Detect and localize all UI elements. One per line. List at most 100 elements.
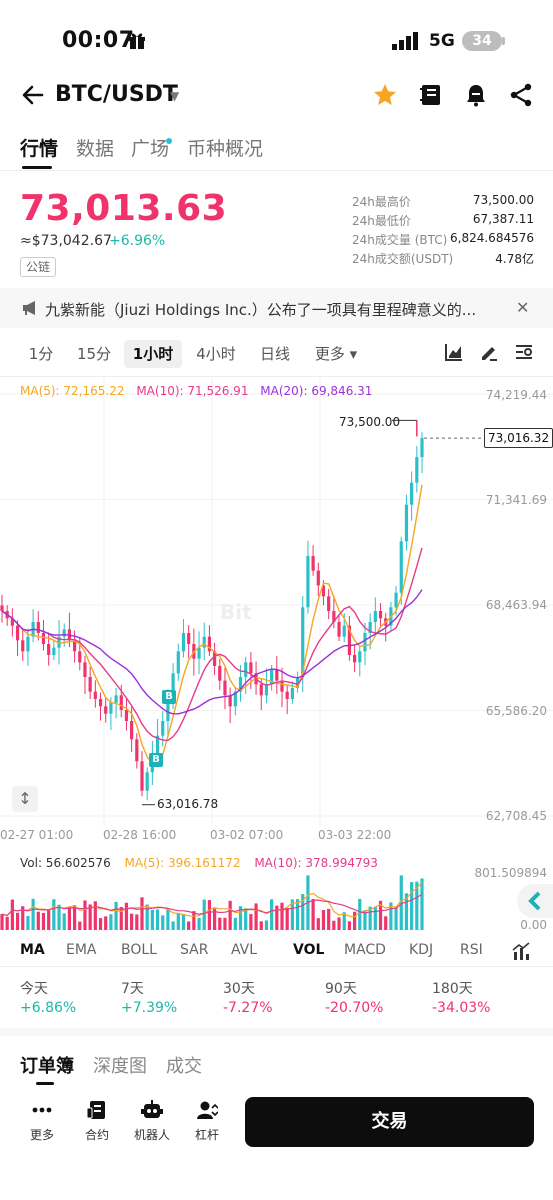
bot-button[interactable]: 机器人 xyxy=(132,1100,172,1143)
margin-button[interactable]: 杠杆 xyxy=(187,1100,227,1143)
volume-bar-down xyxy=(378,900,383,930)
chain-badge[interactable]: 公链 xyxy=(20,257,57,277)
candle-body-down xyxy=(275,669,279,681)
notification-dot xyxy=(166,138,172,144)
candle-body-down xyxy=(0,605,4,612)
candle-body-down xyxy=(104,706,108,714)
indicator-ema[interactable]: EMA xyxy=(66,942,97,958)
star-icon[interactable] xyxy=(372,82,398,108)
interval-1h[interactable]: 1小时 xyxy=(124,340,182,368)
chart-canvas[interactable] xyxy=(0,378,553,848)
indicator-bar: MA EMA BOLL SAR AVL VOL MACD KDJ RSI xyxy=(0,938,553,966)
ma-legend: MA(5): 72,165.22 MA(10): 71,526.91 MA(20… xyxy=(20,384,380,398)
news-banner[interactable]: 九紫新能（Jiuzi Holdings Inc.）公布了一项具有里程碑意义的..… xyxy=(0,288,553,328)
buy-marker[interactable]: B xyxy=(162,690,176,704)
indicator-vol[interactable]: VOL xyxy=(293,942,325,958)
share-icon[interactable] xyxy=(508,82,534,108)
volume-bar-up xyxy=(358,898,362,930)
candlestick-chart[interactable] xyxy=(0,378,553,848)
volume-bar-up xyxy=(342,912,346,930)
signal-icon xyxy=(392,32,418,50)
close-icon[interactable]: ✕ xyxy=(516,298,530,317)
notebook-icon[interactable] xyxy=(418,82,444,108)
candle-body-down xyxy=(316,570,320,586)
indicator-kdj[interactable]: KDJ xyxy=(409,942,434,958)
volume-chart[interactable] xyxy=(0,872,553,932)
candle-body-down xyxy=(187,633,191,645)
candle-body-up xyxy=(415,457,419,483)
back-arrow-icon[interactable] xyxy=(20,82,46,108)
volume-bar-down xyxy=(78,921,82,930)
settings-icon[interactable] xyxy=(514,342,534,362)
candle-body-down xyxy=(10,618,14,626)
volume-bar-down xyxy=(192,911,196,930)
perf-30d: 30天 -7.27% xyxy=(223,978,273,1016)
tab-trades[interactable]: 成交 xyxy=(166,1056,202,1077)
candle-body-up xyxy=(233,691,237,707)
news-text[interactable]: 九紫新能（Jiuzi Holdings Inc.）公布了一项具有里程碑意义的..… xyxy=(45,301,477,319)
volume-bar-up xyxy=(57,904,61,930)
volume-bar-down xyxy=(327,908,331,930)
perf-label: 7天 xyxy=(121,981,144,997)
y-tick: 65,586.20 xyxy=(485,704,547,718)
tab-coin-overview[interactable]: 币种概况 xyxy=(187,138,264,160)
bottom-action-bar: 更多 合约 机器人 杠杆 交易 xyxy=(0,1094,553,1150)
indicator-macd[interactable]: MACD xyxy=(344,942,386,958)
volume-bar-down xyxy=(41,912,46,930)
stat-value: 6,824.684576 xyxy=(450,231,534,245)
pair-selector[interactable]: BTC/USDT xyxy=(55,82,178,107)
indicator-boll[interactable]: BOLL xyxy=(121,942,157,958)
perf-7d: 7天 +7.39% xyxy=(121,978,177,1016)
volume-legend: Vol: 56.602576 MA(5): 396.161172 MA(10):… xyxy=(20,856,388,870)
trade-button[interactable]: 交易 xyxy=(245,1097,534,1147)
buy-marker[interactable]: B xyxy=(149,753,163,767)
interval-4h[interactable]: 4小时 xyxy=(196,345,236,363)
candle-body-up xyxy=(197,647,201,659)
more-button[interactable]: 更多 xyxy=(22,1100,62,1143)
volume-bar-up xyxy=(363,910,367,930)
network-type: 5G xyxy=(429,31,455,51)
candle-body-up xyxy=(363,633,367,652)
indicator-sar[interactable]: SAR xyxy=(180,942,209,958)
indicator-avl[interactable]: AVL xyxy=(231,942,258,958)
candle-body-down xyxy=(207,636,212,652)
tab-data[interactable]: 数据 xyxy=(76,138,115,160)
volume-bar-up xyxy=(171,921,175,930)
x-tick: 02-27 01:00 xyxy=(0,828,74,842)
tab-market[interactable]: 行情 xyxy=(20,138,59,160)
interval-1m[interactable]: 1分 xyxy=(28,345,54,363)
expand-vertical-icon[interactable]: ↕ xyxy=(12,786,38,812)
interval-more[interactable]: 更多 ▾ xyxy=(314,345,358,363)
candle-body-down xyxy=(83,662,87,677)
indicator-ma[interactable]: MA xyxy=(20,942,45,958)
indicator-settings-icon[interactable] xyxy=(511,942,531,962)
tab-square[interactable]: 广场 xyxy=(131,138,170,160)
candle-body-down xyxy=(280,680,284,692)
volume-min-label: 0.00 xyxy=(520,918,547,932)
interval-15m[interactable]: 15分 xyxy=(76,345,112,363)
volume-bar-down xyxy=(332,920,336,930)
volume-bar-down xyxy=(119,907,123,930)
perf-value: -7.27% xyxy=(223,1000,273,1016)
volume-bar-down xyxy=(47,910,51,930)
draw-tool-icon[interactable] xyxy=(479,342,499,362)
candle-body-down xyxy=(378,611,383,619)
chevron-down-icon[interactable]: ▼ xyxy=(170,89,180,103)
chart-type-icon[interactable] xyxy=(444,342,464,362)
stat-value: 73,500.00 xyxy=(472,193,534,207)
side-panel-toggle[interactable] xyxy=(517,884,553,918)
candle-body-down xyxy=(130,720,134,740)
status-time: 00:07 xyxy=(62,28,135,53)
indicator-rsi[interactable]: RSI xyxy=(460,942,483,958)
stat-value: 67,387.11 xyxy=(472,212,534,226)
volume-bar-up xyxy=(415,881,419,930)
tab-orderbook[interactable]: 订单簿 xyxy=(20,1056,74,1077)
bell-icon[interactable] xyxy=(463,82,489,108)
futures-button[interactable]: 合约 xyxy=(77,1100,117,1143)
volume-bar-down xyxy=(124,902,129,930)
candle-body-down xyxy=(72,640,77,652)
interval-1d[interactable]: 日线 xyxy=(259,345,290,363)
volume-bar-up xyxy=(150,909,154,930)
candle-body-up xyxy=(145,772,149,791)
tab-depth-chart[interactable]: 深度图 xyxy=(93,1056,147,1077)
